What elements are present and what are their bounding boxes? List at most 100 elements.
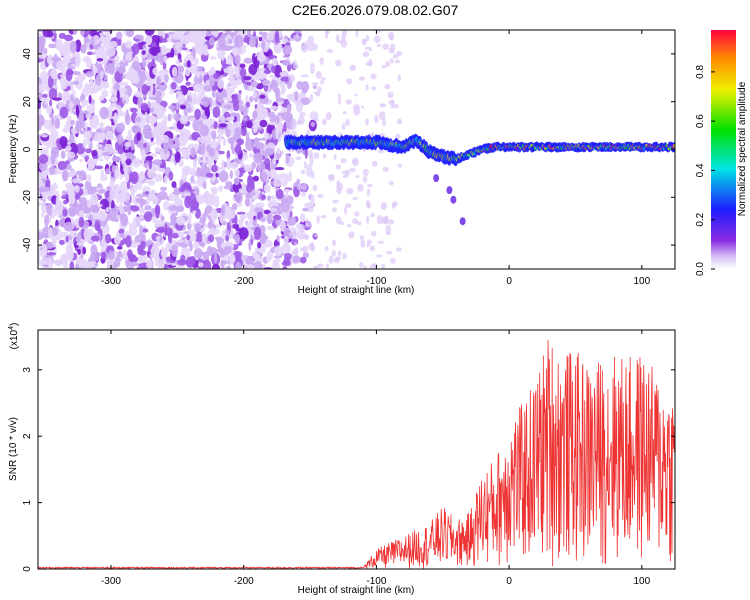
spectrogram-noise-cell — [354, 93, 358, 97]
spectrogram-noise-cell — [246, 101, 251, 108]
spectrogram-noise-cell — [275, 97, 285, 102]
spectrogram-noise-cell — [380, 201, 387, 211]
spectrogram-noise-cell — [96, 203, 103, 208]
spectrogram-noise-cell — [141, 56, 146, 69]
spectrogram-noise-cell — [87, 157, 94, 168]
spectrogram-noise-cell — [288, 171, 292, 179]
spectrogram-noise-cell — [58, 239, 65, 246]
spectrogram-noise-cell — [103, 174, 108, 181]
spectrogram-noise-cell — [223, 161, 228, 168]
spectrogram-noise-cell — [85, 70, 94, 78]
spectrogram-noise-cell — [362, 51, 370, 58]
spectrogram-noise-cell — [69, 232, 79, 238]
spectrogram-noise-cell — [369, 245, 376, 252]
spectrogram-noise-cell — [282, 45, 291, 56]
spectrogram-noise-cell — [166, 52, 174, 58]
spectrogram-noise-cell — [117, 145, 124, 155]
spectrogram-noise-cell — [257, 241, 262, 249]
spectrogram-tail-cell — [446, 186, 453, 195]
spectrogram-noise-cell — [86, 84, 97, 95]
spectrogram-noise-cell — [109, 178, 115, 189]
spectrogram-noise-cell — [340, 157, 347, 164]
spectrogram-noise-cell — [86, 132, 91, 146]
spectrogram-noise-cell — [235, 228, 243, 232]
spectrogram-noise-cell — [130, 107, 138, 113]
spectrogram-noise-cell — [198, 241, 204, 246]
spectrogram-noise-cell — [201, 143, 206, 153]
spectrogram-noise-cell — [355, 30, 359, 38]
spectrogram-noise-cell — [253, 189, 261, 194]
spectrogram-noise-cell — [169, 220, 174, 227]
spectrogram-noise-cell — [182, 169, 192, 176]
spectrogram-noise-cell — [382, 43, 390, 50]
spectrogram-noise-cell — [54, 117, 61, 129]
spectrogram-noise-cell — [187, 229, 197, 236]
spectrogram-noise-cell — [38, 114, 45, 127]
spectrogram-noise-cell — [337, 98, 341, 105]
spectrogram-noise-cell — [229, 228, 234, 238]
spectrogram-noise-cell — [124, 113, 131, 126]
spectrogram-noise-cell — [218, 184, 224, 192]
spectrogram-noise-cell — [147, 179, 156, 186]
spectrogram-noise-cell — [167, 138, 174, 150]
spectrogram-noise-cell — [236, 211, 246, 215]
spectrogram-noise-cell — [216, 52, 227, 56]
spectrogram-noise-cell — [245, 95, 249, 104]
spectrogram-tail-cell — [459, 217, 466, 226]
spectrogram-noise-cell — [233, 177, 240, 186]
spectrogram-noise-cell — [72, 80, 80, 86]
spectrogram-noise-cell — [234, 233, 241, 244]
spectrogram-noise-cell — [263, 69, 272, 75]
spectrogram-noise-cell — [234, 214, 238, 226]
spectrogram-noise-cell — [194, 38, 204, 50]
spectrogram-noise-cell — [185, 256, 195, 268]
spectrogram-noise-cell — [354, 211, 360, 217]
spectrogram-noise-cell — [156, 96, 162, 104]
spectrogram-noise-cell — [111, 156, 121, 162]
spectrogram-noise-cell — [136, 131, 142, 141]
spectrogram-noise-cell — [263, 97, 269, 104]
spectrogram-noise-cell — [38, 41, 45, 54]
spectrogram-noise-cell — [335, 256, 342, 261]
spectrogram-noise-cell — [377, 240, 385, 244]
spectrogram-noise-cell — [168, 105, 176, 110]
spectrogram-x-ticks: -300 -200 -100 0 100 — [101, 30, 651, 287]
spectrogram-noise-cell — [187, 212, 192, 225]
spectrogram-noise-cell — [309, 62, 315, 75]
spectrogram-noise-cell — [132, 43, 140, 55]
spectrogram-noise-cell — [57, 160, 68, 171]
colorbar-label: Normalized spectral amplitude — [737, 81, 748, 216]
spectrogram-noise-cell — [73, 97, 81, 108]
spectrogram-noise-cell — [345, 118, 350, 127]
spectrogram-noise-cell — [174, 151, 181, 163]
spectrogram-noise-cell — [281, 243, 292, 255]
spectrogram-noise-cell — [117, 37, 122, 47]
spectrogram-noise-cell — [218, 123, 228, 127]
spectrogram-noise-cell — [376, 215, 384, 225]
spectrogram-noise-cell — [294, 241, 298, 246]
spectrogram-noise-cell — [349, 64, 357, 71]
spectrogram-noise-cell — [212, 73, 220, 80]
spectrogram-noise-cell — [336, 187, 342, 195]
spectrogram-noise-cell — [243, 57, 253, 64]
spectrogram-noise-cell — [256, 53, 267, 62]
spectrogram-noise-cell — [370, 230, 377, 237]
spectrogram-noise-cell — [176, 239, 185, 243]
spectrogram-noise-cell — [315, 91, 321, 97]
spectrogram-noise-cell — [258, 126, 263, 131]
spectrogram-noise-cell — [342, 111, 347, 115]
spectrogram-noise-cell — [144, 205, 152, 211]
spectrogram-noise-cell — [279, 71, 288, 77]
spectrogram-noise-cell — [38, 260, 43, 265]
spectrogram-noise-cell — [248, 152, 254, 159]
spectrogram-noise-cell — [295, 156, 302, 161]
spectrogram-noise-cell — [114, 136, 118, 141]
spectrogram-noise-cell — [99, 80, 109, 87]
spectrogram-noise-cell — [189, 243, 193, 252]
spectrogram-noise-cell — [202, 44, 209, 56]
spectrogram-x-tick-label: -100 — [366, 276, 386, 287]
spectrogram-noise-cell — [49, 165, 55, 175]
spectrogram-noise-cell — [305, 129, 311, 136]
spectrogram-noise-cell — [220, 34, 227, 39]
spectrogram-noise-cell — [299, 111, 306, 118]
